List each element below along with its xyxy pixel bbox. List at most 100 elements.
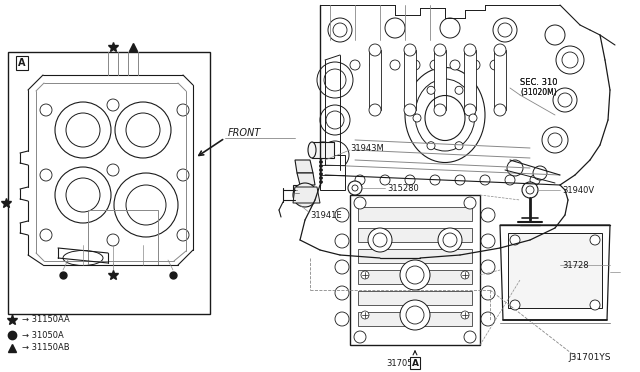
Text: FRONT: FRONT [228, 128, 261, 138]
Circle shape [335, 312, 349, 326]
Circle shape [390, 60, 400, 70]
Polygon shape [500, 225, 610, 320]
Text: A: A [412, 359, 419, 368]
Circle shape [317, 62, 353, 98]
Text: 31940V: 31940V [562, 186, 594, 195]
Circle shape [430, 60, 440, 70]
Circle shape [562, 52, 578, 68]
Circle shape [55, 167, 111, 223]
Circle shape [510, 235, 520, 245]
Circle shape [434, 44, 446, 56]
Polygon shape [293, 187, 320, 203]
Circle shape [430, 175, 440, 185]
Circle shape [542, 127, 568, 153]
Circle shape [293, 183, 317, 207]
Circle shape [319, 157, 323, 160]
Circle shape [369, 104, 381, 116]
Bar [358, 312, 472, 326]
Circle shape [380, 175, 390, 185]
Circle shape [350, 60, 360, 70]
Circle shape [319, 164, 323, 167]
Circle shape [320, 105, 350, 135]
Circle shape [361, 311, 369, 319]
Circle shape [413, 114, 421, 122]
Circle shape [590, 300, 600, 310]
Circle shape [115, 102, 171, 158]
Circle shape [494, 104, 506, 116]
Circle shape [556, 46, 584, 74]
Bar [358, 207, 472, 221]
Circle shape [126, 113, 160, 147]
Circle shape [470, 60, 480, 70]
Circle shape [469, 114, 477, 122]
Circle shape [55, 102, 111, 158]
Text: (31020M): (31020M) [520, 87, 557, 96]
Circle shape [321, 141, 349, 169]
Bar [508, 233, 602, 308]
Circle shape [177, 229, 189, 241]
Ellipse shape [405, 67, 485, 163]
Bar [358, 291, 472, 305]
Circle shape [464, 44, 476, 56]
Circle shape [450, 60, 460, 70]
Circle shape [330, 175, 340, 185]
Ellipse shape [415, 79, 475, 151]
Circle shape [553, 88, 577, 112]
Circle shape [481, 286, 495, 300]
Bar [494, 50, 506, 110]
Circle shape [335, 234, 349, 248]
Circle shape [348, 181, 362, 195]
Circle shape [369, 44, 381, 56]
Circle shape [481, 260, 495, 274]
Circle shape [335, 286, 349, 300]
Ellipse shape [308, 142, 316, 158]
Circle shape [505, 175, 515, 185]
Bar [312, 142, 334, 158]
Circle shape [481, 208, 495, 222]
Text: 31943M: 31943M [350, 144, 384, 153]
Circle shape [461, 311, 469, 319]
Circle shape [400, 300, 430, 330]
Circle shape [361, 271, 369, 279]
Bar [358, 249, 472, 263]
Circle shape [400, 260, 430, 290]
Circle shape [66, 178, 100, 212]
Circle shape [333, 23, 347, 37]
Circle shape [558, 93, 572, 107]
Circle shape [440, 18, 460, 38]
Circle shape [481, 234, 495, 248]
Circle shape [328, 18, 352, 42]
Circle shape [354, 197, 366, 209]
Bar [369, 50, 381, 110]
Circle shape [493, 18, 517, 42]
Circle shape [107, 234, 119, 246]
Circle shape [177, 104, 189, 116]
Circle shape [427, 86, 435, 94]
Text: SEC. 310: SEC. 310 [520, 77, 557, 87]
Bar [464, 50, 476, 110]
Circle shape [404, 104, 416, 116]
Circle shape [490, 60, 500, 70]
Text: A: A [19, 58, 26, 68]
Bar [8, 52, 210, 314]
Circle shape [480, 175, 490, 185]
Circle shape [498, 23, 512, 37]
Circle shape [114, 173, 178, 237]
Circle shape [455, 175, 465, 185]
Circle shape [590, 235, 600, 245]
Bar [320, 155, 345, 190]
Text: SEC. 310: SEC. 310 [520, 77, 557, 87]
Text: 315280: 315280 [387, 183, 419, 192]
Polygon shape [297, 173, 315, 185]
Circle shape [427, 142, 435, 150]
Ellipse shape [312, 142, 334, 158]
Circle shape [368, 228, 392, 252]
Text: 31941E: 31941E [310, 211, 342, 219]
Circle shape [319, 173, 323, 176]
Text: (31020M): (31020M) [520, 87, 557, 96]
Circle shape [455, 86, 463, 94]
Circle shape [335, 260, 349, 274]
Circle shape [319, 169, 323, 171]
Circle shape [464, 197, 476, 209]
Text: → 31150AA: → 31150AA [22, 315, 70, 324]
